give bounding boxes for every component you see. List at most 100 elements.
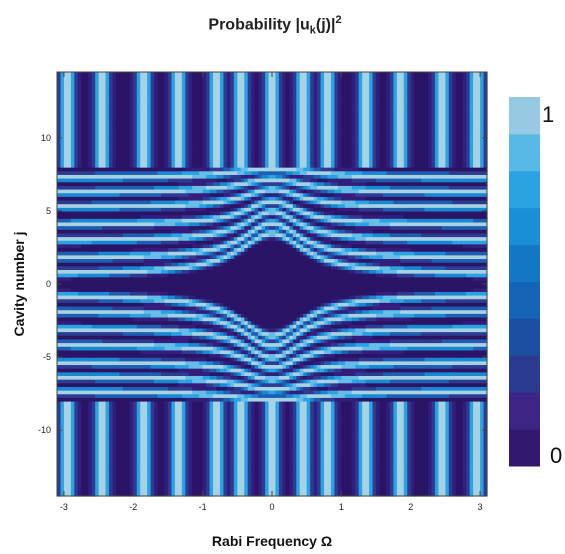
heatmap-cell — [63, 360, 69, 366]
heatmap-cell — [452, 430, 457, 435]
heatmap-cell — [441, 459, 446, 464]
heatmap-cell — [483, 371, 488, 376]
heatmap-cell — [67, 419, 72, 424]
heatmap-cell — [157, 419, 162, 424]
heatmap-cell — [154, 485, 159, 490]
heatmap-cell — [462, 466, 467, 472]
heatmap-cell — [414, 379, 419, 384]
heatmap-cell — [254, 452, 259, 457]
heatmap-cell — [251, 415, 256, 420]
heatmap-cell — [441, 470, 446, 475]
heatmap-cell — [379, 474, 384, 479]
heatmap-cell — [140, 353, 145, 358]
heatmap-cell — [344, 426, 349, 431]
heatmap-cell — [296, 386, 301, 391]
heatmap-cell — [261, 357, 266, 362]
heatmap-cell — [115, 382, 121, 387]
heatmap-cell — [206, 430, 211, 435]
heatmap-cell — [344, 448, 349, 453]
heatmap-cell — [365, 349, 370, 355]
heatmap-cell — [164, 379, 169, 384]
heatmap-cell — [292, 368, 297, 373]
heatmap-cell — [147, 353, 152, 358]
heatmap-cell — [462, 463, 467, 468]
heatmap-cell — [74, 419, 79, 424]
heatmap-cell — [147, 444, 152, 450]
heatmap-cell — [95, 448, 100, 453]
heatmap-cell — [164, 448, 169, 453]
heatmap-cell — [317, 422, 322, 428]
heatmap-cell — [143, 408, 148, 413]
heatmap-cell — [230, 485, 235, 490]
heatmap-cell — [129, 444, 134, 450]
heatmap-cell — [60, 382, 65, 387]
heatmap-cell — [199, 408, 204, 413]
heatmap-cell — [133, 455, 138, 461]
heatmap-cell — [428, 441, 433, 446]
heatmap-cell — [261, 408, 266, 413]
heatmap-cell — [240, 386, 245, 391]
heatmap-cell — [74, 411, 79, 417]
heatmap-cell — [285, 488, 290, 493]
heatmap-cell — [161, 408, 166, 413]
heatmap-cell — [334, 492, 339, 497]
heatmap-cell — [102, 437, 107, 442]
heatmap-cell — [317, 371, 322, 376]
heatmap-cell — [299, 485, 304, 490]
heatmap-cell — [410, 455, 415, 461]
heatmap-cell — [317, 448, 322, 453]
heatmap-cell — [414, 415, 419, 420]
heatmap-cell — [154, 379, 159, 384]
heatmap-cell — [428, 357, 433, 362]
heatmap-cell — [424, 415, 429, 420]
heatmap-cell — [348, 411, 353, 417]
heatmap-cell — [240, 419, 245, 424]
heatmap-cell — [112, 492, 117, 497]
heatmap-cell — [84, 492, 89, 497]
heatmap-cell — [202, 397, 207, 402]
heatmap-cell — [310, 415, 315, 420]
heatmap-cell — [258, 371, 263, 376]
heatmap-cell — [150, 349, 155, 355]
heatmap-cell — [334, 437, 339, 442]
heatmap-cell — [324, 452, 329, 457]
heatmap-cell — [330, 368, 336, 373]
heatmap-cell — [140, 437, 145, 442]
heatmap-cell — [213, 360, 218, 366]
heatmap-cell — [334, 390, 339, 395]
heatmap-cell — [185, 411, 190, 417]
heatmap-cell — [459, 477, 464, 482]
heatmap-cell — [462, 353, 467, 358]
heatmap-cell — [292, 371, 297, 376]
heatmap-cell — [258, 419, 263, 424]
heatmap-cell — [452, 477, 457, 482]
heatmap-cell — [313, 386, 318, 391]
heatmap-cell — [389, 400, 394, 406]
heatmap-cell — [143, 488, 148, 493]
heatmap-cell — [400, 488, 405, 493]
heatmap-cell — [105, 455, 110, 461]
heatmap-cell — [376, 382, 381, 387]
heatmap-cell — [258, 485, 263, 490]
heatmap-cell — [91, 386, 96, 391]
heatmap-cell — [320, 437, 325, 442]
heatmap-cell — [480, 492, 485, 497]
heatmap-cell — [167, 463, 173, 468]
heatmap-cell — [185, 357, 190, 362]
heatmap-cell — [275, 470, 280, 475]
heatmap-cell — [129, 393, 134, 398]
heatmap-cell — [95, 488, 100, 493]
heatmap-cell — [400, 426, 405, 431]
heatmap-cell — [147, 393, 152, 398]
heatmap-cell — [195, 393, 200, 398]
heatmap-cell — [275, 353, 280, 358]
heatmap-cell — [126, 357, 131, 362]
heatmap-cell — [372, 371, 377, 376]
heatmap-cell — [109, 379, 114, 384]
heatmap-cell — [355, 481, 360, 486]
heatmap-cell — [126, 346, 131, 351]
heatmap-cell — [275, 357, 280, 362]
heatmap-cell — [441, 492, 446, 497]
heatmap-cell — [372, 448, 377, 453]
heatmap-cell — [310, 422, 315, 428]
